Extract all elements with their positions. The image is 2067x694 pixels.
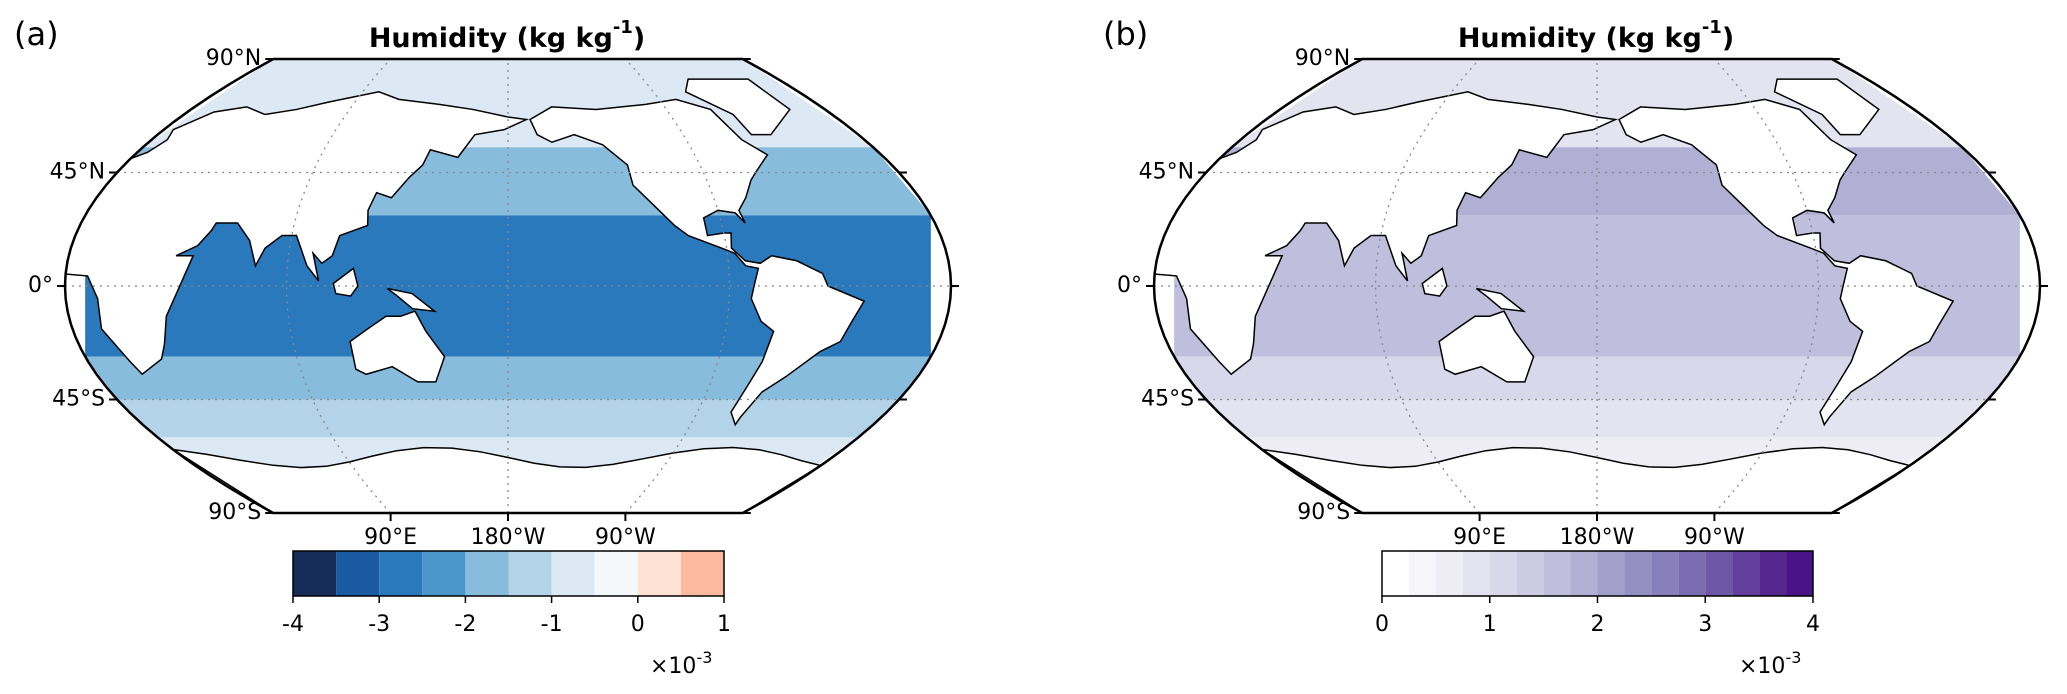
- lat-label: 90°S: [1297, 500, 1350, 525]
- panel-label: (a): [14, 15, 59, 53]
- map-panel: 90°N 45°N 0° 45°S 90°S 90°E 180°W 90°W (a) Humidi…: [14, 15, 959, 679]
- land: [684, 78, 791, 136]
- land: [1475, 287, 1527, 313]
- land: [1618, 98, 1955, 427]
- lon-label: 90°E: [1453, 525, 1506, 550]
- colorbar-segment: [1705, 551, 1733, 596]
- colorbar-tick-label: 0: [1375, 612, 1389, 637]
- map-panel: 90°N 45°N 0° 45°S 90°S 90°E 180°W 90°W (b) Humidi…: [1103, 15, 2048, 679]
- colorbar-tick-label: 2: [1591, 612, 1605, 637]
- lat-label: 90°S: [208, 500, 261, 525]
- lat-label: 0°: [1117, 273, 1142, 298]
- land: [1438, 310, 1535, 383]
- colorbar-tick-label: 1: [717, 612, 731, 637]
- map: [65, 59, 951, 513]
- colorbar-segment: [1759, 551, 1787, 596]
- colorbar-segment: [1489, 551, 1517, 596]
- colorbar-segment: [594, 551, 638, 596]
- colorbar-offset: ×10-3: [1739, 648, 1801, 680]
- colorbar-segment: [1435, 551, 1463, 596]
- colorbar-segment: [1382, 551, 1409, 596]
- colorbar-segment: [336, 551, 380, 596]
- colorbar-segment: [379, 551, 423, 596]
- colorbar-segment: [1597, 551, 1625, 596]
- land: [65, 91, 530, 376]
- land: [1773, 78, 1880, 136]
- colorbar-tick-label: 4: [1806, 612, 1820, 637]
- colorbar-offset: ×10-3: [650, 648, 712, 680]
- colorbar-segment: [1678, 551, 1706, 596]
- lon-label: 90°W: [595, 525, 656, 550]
- colorbar-segment: [1543, 551, 1571, 596]
- colorbar-segment: [1732, 551, 1760, 596]
- land: [172, 446, 823, 513]
- colorbar-segment: [1624, 551, 1652, 596]
- colorbar-segment: [637, 551, 681, 596]
- colorbar-frame: [292, 550, 725, 597]
- colorbar-segment: [1408, 551, 1436, 596]
- panel-label: (b): [1103, 15, 1148, 53]
- colorbar-segment: [508, 551, 552, 596]
- land: [1154, 91, 1619, 376]
- colorbar-tick-label: -2: [454, 612, 476, 637]
- colorbar-tick-label: -4: [282, 612, 304, 637]
- colorbar-segment: [1651, 551, 1679, 596]
- land: [332, 267, 359, 297]
- ocean-band: [1206, 399, 1988, 438]
- colorbar-segment: [680, 551, 724, 596]
- colorbar-tick-label: -1: [541, 612, 563, 637]
- land: [386, 287, 438, 313]
- colorbar-segment: [1462, 551, 1490, 596]
- colorbar-tick-label: 0: [631, 612, 645, 637]
- land: [529, 98, 866, 427]
- colorbar-tick-label: 1: [1483, 612, 1497, 637]
- colorbar-tick-label: -3: [368, 612, 390, 637]
- title: Humidity (kg kg-1): [1458, 17, 1734, 54]
- map: [1154, 59, 2040, 513]
- colorbar-segment: [551, 551, 595, 596]
- land: [349, 310, 446, 383]
- lat-label: 90°N: [1295, 46, 1350, 71]
- lon-label: 180°W: [1560, 525, 1635, 550]
- colorbar-segment: [1570, 551, 1598, 596]
- land: [1261, 446, 1912, 513]
- lat-label: 90°N: [206, 46, 261, 71]
- colorbar-segment: [422, 551, 466, 596]
- title: Humidity (kg kg-1): [369, 17, 645, 54]
- land: [1421, 267, 1448, 297]
- lat-label: 45°S: [1141, 387, 1194, 412]
- lat-label: 45°N: [1139, 160, 1194, 185]
- lat-label: 45°N: [50, 160, 105, 185]
- lon-label: 90°E: [364, 525, 417, 550]
- colorbar-segment: [465, 551, 509, 596]
- colorbar-segment: [293, 551, 337, 596]
- colorbar-segment: [1516, 551, 1544, 596]
- lat-label: 0°: [28, 273, 53, 298]
- lat-label: 45°S: [52, 387, 105, 412]
- lon-label: 180°W: [471, 525, 546, 550]
- colorbar-segment: [1786, 551, 1813, 596]
- ocean-band: [117, 399, 899, 438]
- colorbar-tick-label: 3: [1698, 612, 1712, 637]
- lon-label: 90°W: [1684, 525, 1745, 550]
- ocean-band: [85, 215, 931, 357]
